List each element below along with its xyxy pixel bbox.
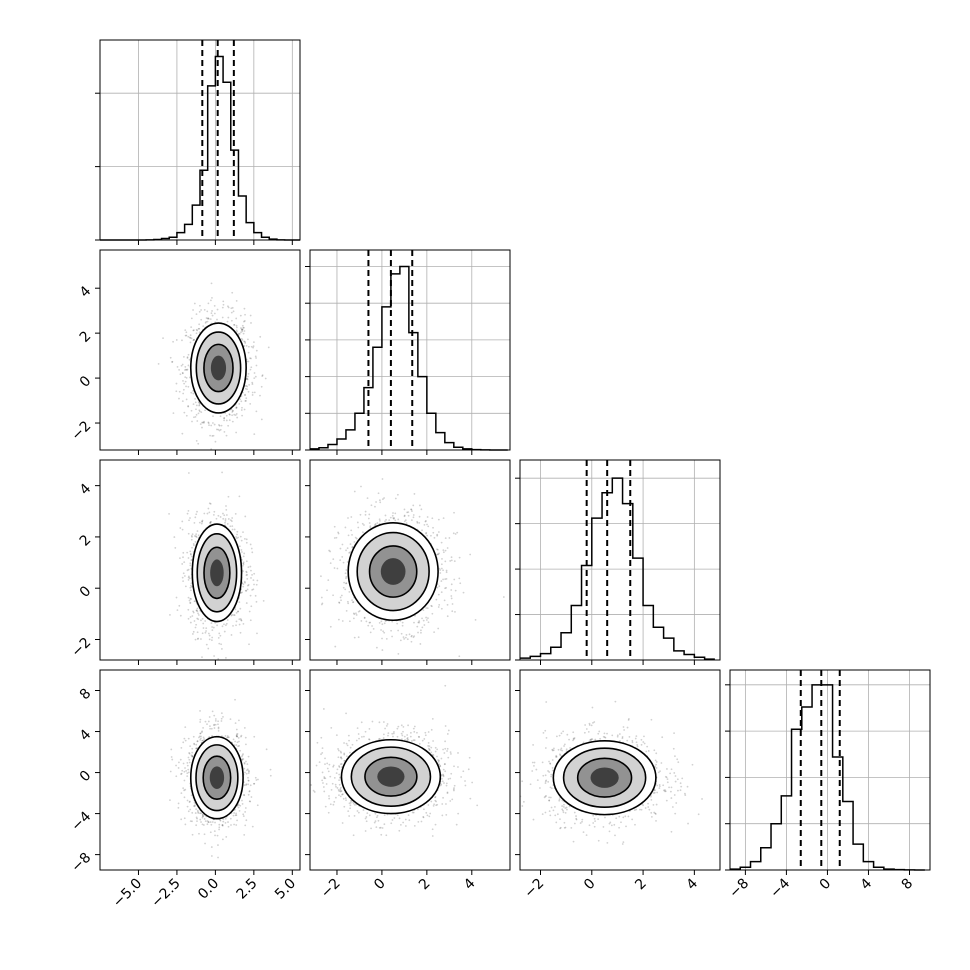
panel-frame [99, 669, 301, 871]
x-tick-label: 4 [858, 875, 876, 893]
contour-line-1 [356, 531, 430, 612]
panel-content [520, 700, 703, 845]
contour-line-0 [203, 343, 234, 393]
x-tick-label: 2 [416, 876, 434, 894]
panel-background [520, 460, 720, 660]
contour-line-0 [364, 756, 418, 797]
density-level-0 [210, 355, 227, 381]
y-tick-label: −8 [68, 850, 94, 876]
contour-line-1 [195, 331, 242, 405]
histogram-step [730, 684, 925, 871]
x-tick-label: 0 [581, 876, 599, 894]
y-tick-label: 0 [77, 583, 95, 601]
contour-line-1 [350, 746, 432, 808]
contour-line-2 [189, 322, 247, 414]
panel-content [169, 698, 272, 859]
y-tick-label: −4 [68, 809, 94, 835]
panel-frame [309, 249, 511, 451]
density-level-0 [209, 766, 225, 789]
x-tick-label: 4 [684, 875, 702, 893]
histogram-panel-3 [725, 669, 931, 875]
panel-frame [99, 39, 301, 241]
contour-line-1 [195, 744, 239, 812]
panel-frame [519, 459, 721, 661]
x-tick-label: 2 [632, 876, 650, 894]
density-level-0 [380, 558, 406, 585]
panel-frame [99, 459, 301, 661]
contour-line-0 [576, 757, 633, 798]
panel-frame [99, 249, 301, 451]
x-tick-label: 4 [461, 875, 479, 893]
histogram-panel-2 [515, 459, 721, 665]
scatter-panel-0-2 [95, 459, 301, 665]
scatter-panel-0-3 [95, 669, 301, 875]
y-tick-label: 0 [77, 373, 95, 391]
panel-content [168, 471, 265, 660]
panel-content [310, 684, 479, 837]
y-tick-label: 4 [77, 283, 95, 301]
y-tick-label: 2 [77, 532, 95, 550]
x-tick-label: 2.5 [234, 876, 261, 903]
contour-line-1 [562, 747, 647, 809]
y-tick-label: 4 [77, 481, 95, 499]
x-tick-label: −2 [521, 876, 547, 902]
panel-frame [309, 459, 511, 661]
density-level-0 [377, 766, 405, 787]
contour-line-2 [552, 739, 657, 816]
y-tick-label: 2 [77, 328, 95, 346]
x-tick-label: 8 [899, 876, 917, 894]
panel-content [157, 282, 270, 450]
panel-frame [309, 669, 511, 871]
x-tick-label: −8 [726, 876, 752, 902]
y-tick-label: −2 [68, 418, 94, 444]
contour-line-0 [203, 546, 231, 600]
panel-frame [519, 669, 721, 871]
scatter-panel-0-1 [95, 249, 301, 455]
x-tick-label: −2.5 [148, 876, 183, 911]
contour-line-2 [347, 522, 439, 622]
x-tick-label: −2 [318, 876, 344, 902]
contour-line-0 [368, 545, 418, 598]
x-tick-label: 0.0 [195, 876, 222, 903]
x-tick-label: −5.0 [110, 876, 145, 911]
x-tick-label: 0 [817, 876, 835, 894]
histogram-panel-1 [305, 249, 511, 455]
y-tick-label: 8 [77, 686, 95, 704]
panel-background [100, 40, 300, 240]
histogram-step [310, 265, 508, 451]
panel-background [310, 250, 510, 450]
y-tick-label: 4 [77, 727, 95, 745]
contour-line-1 [196, 533, 238, 613]
x-tick-label: 0 [371, 876, 389, 894]
panel-frame [729, 669, 931, 871]
y-tick-label: 0 [77, 768, 95, 786]
histogram-panel-0 [95, 39, 301, 245]
x-tick-label: −4 [767, 875, 793, 901]
panel-background [730, 670, 930, 870]
contour-line-2 [191, 523, 243, 623]
scatter-panel-2-3 [515, 669, 721, 875]
contour-line-2 [189, 735, 244, 820]
histogram-step [520, 477, 715, 660]
density-level-0 [210, 559, 224, 587]
scatter-panel-1-2 [305, 459, 511, 665]
density-level-0 [590, 767, 619, 788]
contour-line-2 [340, 738, 442, 815]
panel-content [320, 478, 505, 658]
x-tick-label: 5.0 [272, 876, 299, 903]
scatter-panel-1-3 [305, 669, 511, 875]
y-tick-label: −2 [68, 635, 94, 661]
contour-line-0 [202, 755, 232, 801]
